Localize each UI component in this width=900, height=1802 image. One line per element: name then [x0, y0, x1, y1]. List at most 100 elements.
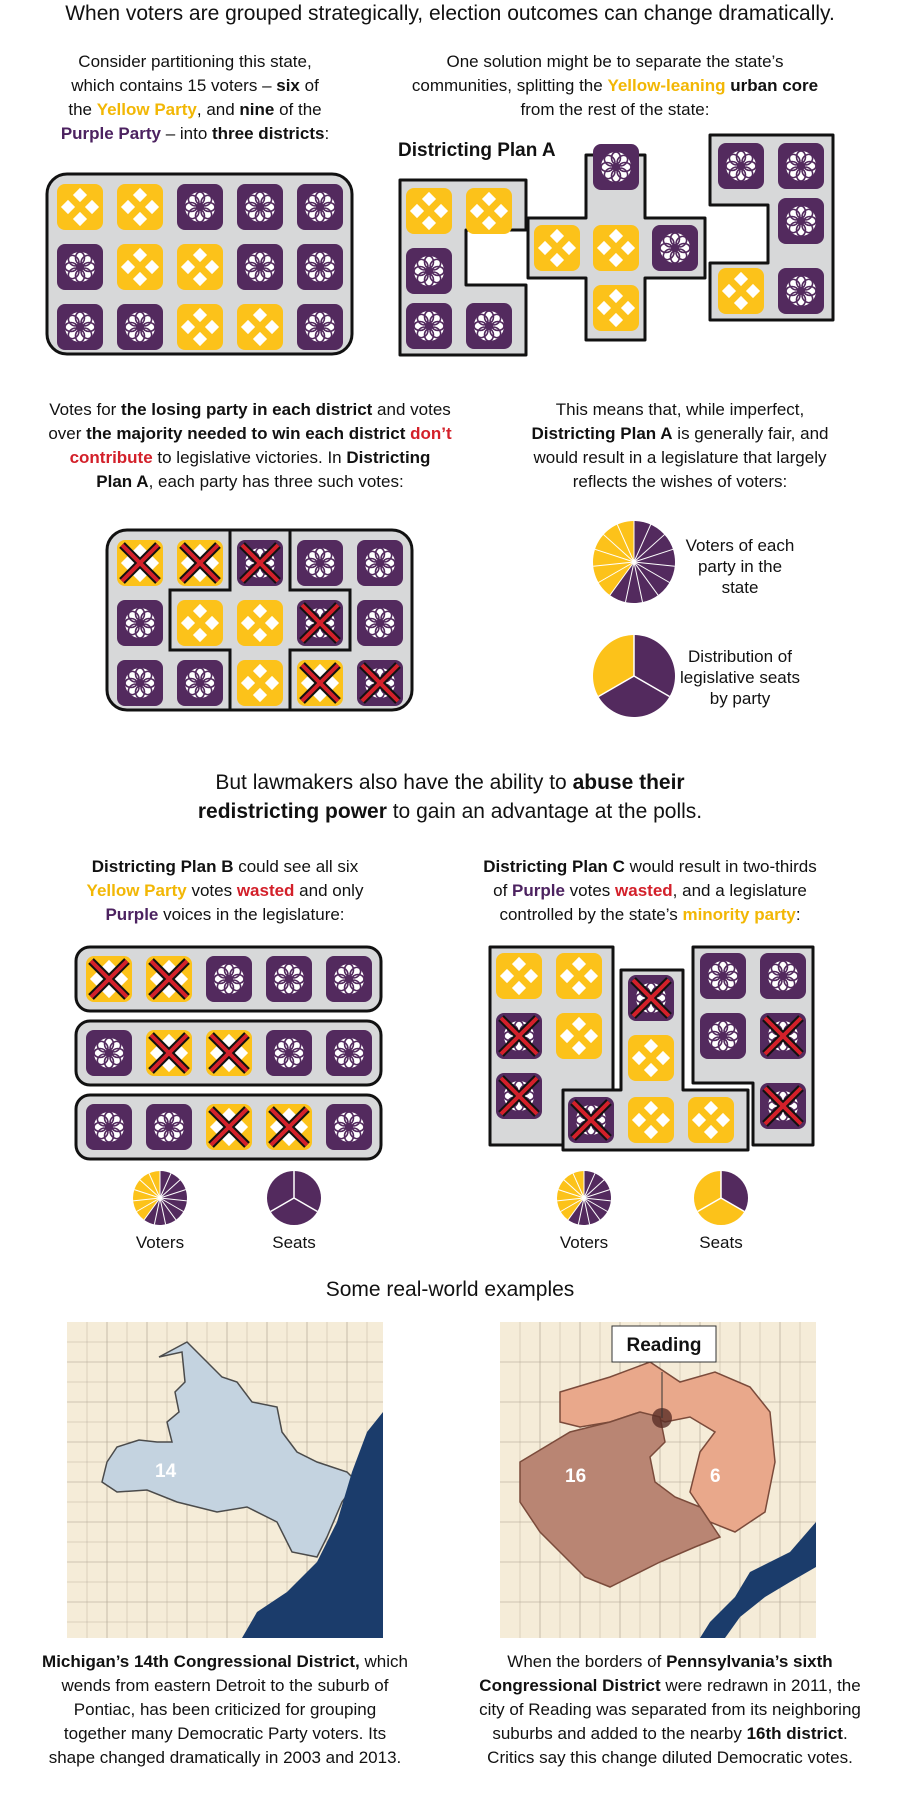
yellow-voter-icon: [534, 225, 580, 271]
intro-line: , and: [196, 100, 240, 119]
purple-voter-icon: [777, 267, 825, 315]
intro-text: Consider partitioning this state, which …: [30, 50, 360, 146]
penn-line: Critics say this change diluted Democrat…: [487, 1748, 853, 1767]
penn-16th: 16th district: [746, 1724, 843, 1743]
pennsylvania-map: Reading 16 6: [500, 1322, 816, 1638]
wasted-text: Votes for the losing party in each distr…: [20, 398, 480, 494]
pie-divider: [594, 548, 635, 563]
plan-c-title: Districting Plan C: [483, 857, 625, 876]
wasted-line: to legislative victories. In: [152, 448, 347, 467]
intro-line: which contains 15 voters –: [71, 76, 277, 95]
yellow-voter-icon: [688, 1097, 734, 1143]
pie-divider: [633, 534, 665, 563]
pie-divider: [633, 524, 652, 563]
pie-divider: [598, 675, 635, 698]
yellow-voter-icon: [718, 268, 764, 314]
plan-c-map: [488, 945, 815, 1152]
plan-c-wasted: wasted: [615, 881, 673, 900]
wasted-line: , each party has three such votes:: [148, 472, 404, 491]
state-grid: [45, 172, 354, 356]
solution-line: from the rest of the state:: [520, 100, 710, 119]
purple-voter-icon: [56, 303, 104, 351]
plan-c-purple: Purple: [512, 881, 565, 900]
plan-b-line: and only: [294, 881, 364, 900]
purple-voter-icon: [651, 224, 699, 272]
yellow-voter-icon: [177, 600, 223, 646]
pie-plan-c-voters: [557, 1171, 611, 1225]
pie-divider: [633, 561, 675, 567]
yellow-voter-icon: [117, 184, 163, 230]
purple-voter-icon: [296, 539, 344, 587]
fair-plan-a: Districting Plan A: [531, 424, 673, 443]
solution-text: One solution might be to separate the st…: [385, 50, 845, 122]
pie-divider: [609, 561, 635, 596]
pie-divider: [143, 1197, 161, 1221]
headline: When voters are grouped strategically, e…: [65, 2, 835, 25]
wasted-majority: the majority needed to win each district: [86, 424, 406, 443]
purple-voter-icon: [699, 952, 747, 1000]
mi-district-label: 14: [155, 1461, 177, 1482]
purple-voter-icon: [325, 1029, 373, 1077]
pie-plan-a-seats-label: Distribution of legislative seats by par…: [679, 647, 800, 708]
plan-c-line: would result in two-thirds: [624, 857, 817, 876]
pie-divider: [557, 1197, 585, 1202]
pie-divider: [293, 1197, 318, 1213]
plan-b-line: voices in the legislature:: [158, 905, 345, 924]
plan-b-wasted: wasted: [236, 881, 295, 900]
plan-a-title: Districting Plan A: [398, 140, 556, 161]
purple-voter-icon: [717, 142, 765, 190]
pie-divider: [583, 1197, 608, 1212]
purple-voter-icon: [592, 143, 640, 191]
intro-line: Consider partitioning this state,: [78, 52, 312, 71]
pie-divider: [159, 1197, 184, 1212]
yellow-voter-icon: [117, 244, 163, 290]
michigan-line: shape changed dramatically in 2003 and 2…: [48, 1748, 402, 1767]
yellow-voter-icon: [556, 1013, 602, 1059]
intro-nine: nine: [239, 100, 275, 119]
pa-6-label: 6: [710, 1466, 721, 1487]
intro-six: six: [276, 76, 300, 95]
yellow-voter-icon: [406, 188, 452, 234]
yellow-voter-icon: [237, 660, 283, 706]
fair-line: would result in a legislature that large…: [533, 448, 827, 467]
plan-a-map: [398, 133, 835, 357]
yellow-voter-icon: [628, 1035, 674, 1081]
pie-slice-yellow: [694, 1171, 745, 1225]
pie-plan-b-seats: [266, 1171, 321, 1225]
pie-plan-a-seats: [593, 635, 675, 717]
abuse-bold: abuse their: [572, 771, 685, 794]
plan-c-minority: minority party: [682, 905, 796, 924]
pie-state-voters-label: Voters of each party in the state: [685, 536, 795, 597]
pie-divider: [159, 1189, 186, 1199]
pie-divider: [572, 1173, 585, 1199]
yellow-voter-icon: [466, 188, 512, 234]
pie-slice-purple: [568, 1171, 611, 1225]
plan-c-text: Districting Plan C would result in two-t…: [445, 855, 855, 927]
examples-title: Some real-world examples: [325, 1278, 575, 1301]
abuse-text: But lawmakers also have the ability to a…: [100, 768, 800, 826]
purple-voter-icon: [465, 302, 513, 350]
pie-divider: [577, 1197, 585, 1225]
pie-divider: [133, 1197, 161, 1202]
purple-voter-icon: [176, 659, 224, 707]
plan-c-line: , and a legislature: [672, 881, 807, 900]
intro-line: of: [299, 76, 319, 95]
wasted-plan-a: Plan A: [96, 472, 149, 491]
pie-divider: [159, 1179, 181, 1199]
purple-voter-icon: [405, 247, 453, 295]
penn-line: .: [842, 1724, 848, 1743]
pie-divider: [697, 1197, 722, 1213]
wasted-line: over: [48, 424, 87, 443]
pie-divider: [633, 561, 659, 596]
pie-divider: [159, 1197, 177, 1221]
purple-voter-icon: [236, 243, 284, 291]
plan-b-line: votes: [186, 881, 237, 900]
purple-voter-icon: [176, 183, 224, 231]
purple-voter-icon: [296, 303, 344, 351]
michigan-map: 14: [67, 1322, 383, 1638]
michigan-caption: Michigan’s 14th Congressional District, …: [10, 1650, 440, 1770]
yellow-voter-icon: [237, 304, 283, 350]
plan-a-wasted-grid: [105, 528, 414, 712]
purple-voter-icon: [777, 142, 825, 190]
purple-voter-icon: [265, 1029, 313, 1077]
